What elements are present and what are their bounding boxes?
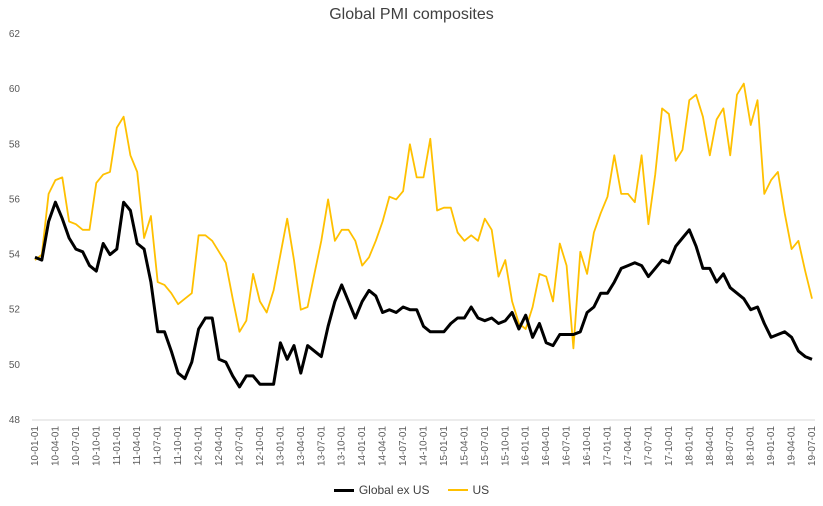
x-tick-label: 11-10-01 bbox=[173, 426, 184, 466]
x-tick-label: 17-10-01 bbox=[664, 426, 675, 466]
x-tick-label: 17-01-01 bbox=[603, 426, 614, 466]
legend-label-us: US bbox=[472, 483, 490, 497]
x-tick-label: 13-04-01 bbox=[296, 426, 307, 466]
x-tick-label: 10-01-01 bbox=[30, 426, 41, 466]
x-tick-label: 19-04-01 bbox=[787, 426, 798, 466]
x-tick-label: 15-07-01 bbox=[480, 426, 491, 466]
x-tick-label: 10-10-01 bbox=[91, 426, 102, 466]
chart-title: Global PMI composites bbox=[329, 6, 494, 23]
x-tick-label: 17-04-01 bbox=[623, 426, 634, 466]
x-tick-label: 18-10-01 bbox=[746, 426, 757, 466]
x-tick-label: 14-10-01 bbox=[419, 426, 430, 466]
x-tick-label: 11-07-01 bbox=[153, 426, 164, 466]
x-tick-label: 19-07-01 bbox=[807, 426, 818, 466]
x-tick-label: 10-07-01 bbox=[71, 426, 82, 466]
x-tick-label: 12-01-01 bbox=[194, 426, 205, 466]
x-tick-label: 12-04-01 bbox=[214, 426, 225, 466]
y-tick-label: 62 bbox=[9, 29, 21, 40]
legend-swatch-global-ex-us bbox=[333, 488, 354, 492]
y-tick-label: 54 bbox=[9, 250, 21, 261]
legend-item-global-ex-us: Global ex US bbox=[333, 483, 430, 497]
x-tick-label: 10-04-01 bbox=[50, 426, 61, 466]
legend-item-us: US bbox=[447, 483, 490, 497]
legend-label-global-ex-us: Global ex US bbox=[358, 483, 430, 497]
legend: Global ex US US bbox=[0, 483, 823, 497]
x-tick-label: 14-07-01 bbox=[398, 426, 409, 466]
y-tick-label: 52 bbox=[9, 305, 21, 316]
x-tick-label: 12-10-01 bbox=[255, 426, 266, 466]
x-tick-label: 13-10-01 bbox=[337, 426, 348, 466]
x-tick-label: 15-01-01 bbox=[439, 426, 450, 466]
y-tick-label: 58 bbox=[9, 139, 21, 150]
y-tick-label: 48 bbox=[9, 415, 21, 426]
x-tick-label: 14-01-01 bbox=[357, 426, 368, 466]
x-tick-label: 18-01-01 bbox=[684, 426, 695, 466]
x-tick-label: 12-07-01 bbox=[234, 426, 245, 466]
x-tick-label: 18-04-01 bbox=[705, 426, 716, 466]
x-tick-label: 13-07-01 bbox=[316, 426, 327, 466]
legend-swatch-us bbox=[447, 489, 468, 491]
x-tick-label: 19-01-01 bbox=[766, 426, 777, 466]
series-line-us bbox=[34, 82, 813, 350]
x-tick-label: 16-07-01 bbox=[562, 426, 573, 466]
y-tick-label: 60 bbox=[9, 84, 21, 95]
x-tick-label: 17-07-01 bbox=[643, 426, 654, 466]
y-tick-label: 50 bbox=[9, 360, 21, 371]
x-tick-label: 18-07-01 bbox=[725, 426, 736, 466]
x-tick-label: 16-10-01 bbox=[582, 426, 593, 466]
y-tick-label: 56 bbox=[9, 194, 21, 205]
x-tick-label: 15-04-01 bbox=[459, 426, 470, 466]
x-tick-label: 15-10-01 bbox=[500, 426, 511, 466]
x-tick-label: 11-04-01 bbox=[132, 426, 143, 466]
x-tick-label: 11-01-01 bbox=[112, 426, 123, 466]
x-tick-label: 16-04-01 bbox=[541, 426, 552, 466]
series-line-global-ex-us bbox=[34, 200, 813, 389]
x-tick-label: 13-01-01 bbox=[275, 426, 286, 466]
x-tick-label: 16-01-01 bbox=[521, 426, 532, 466]
x-tick-label: 14-04-01 bbox=[378, 426, 389, 466]
